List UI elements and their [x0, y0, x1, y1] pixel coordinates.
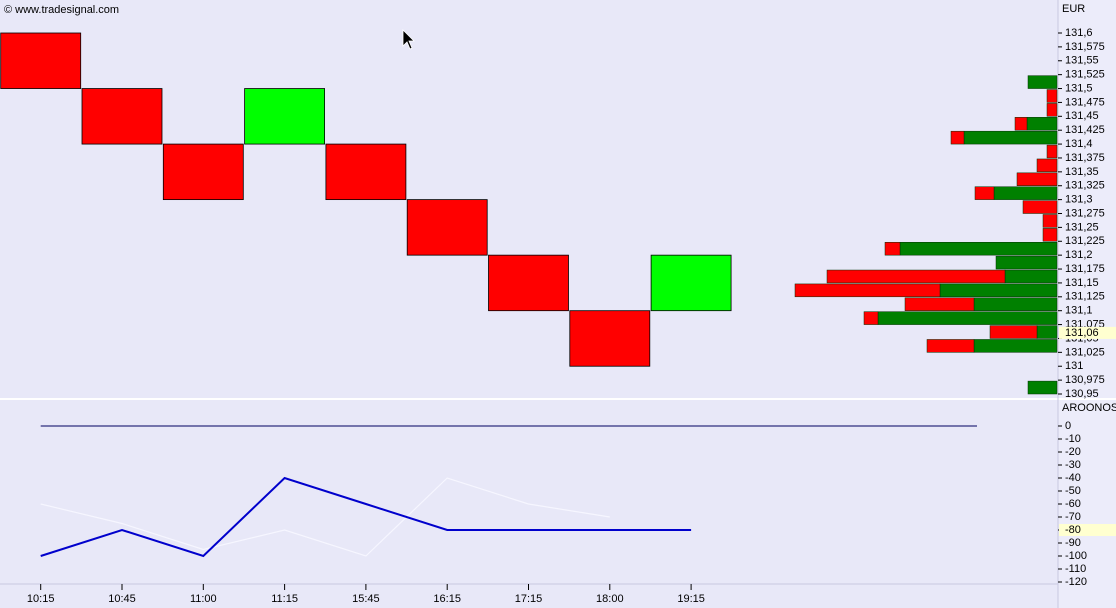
volume-bar	[1042, 214, 1058, 228]
volume-bar	[1046, 103, 1058, 117]
y-tick-label: 0	[1065, 420, 1071, 432]
y-tick-label: 131,35	[1065, 166, 1099, 178]
y-tick-label: 131,575	[1065, 41, 1105, 53]
y-tick-label: 131,275	[1065, 207, 1105, 219]
y-tick-label: -30	[1065, 459, 1081, 471]
y-tick-label: 131,25	[1065, 221, 1099, 233]
volume-bar	[926, 339, 975, 353]
volume-bar	[950, 130, 965, 145]
volume-bar	[1022, 200, 1058, 214]
volume-bar	[1046, 144, 1058, 159]
volume-bar	[993, 186, 1058, 200]
volume-bar	[1046, 89, 1058, 103]
axis-unit: EUR	[1062, 3, 1085, 15]
panel-label: AROONOS	[1062, 402, 1116, 414]
renko-box	[81, 88, 163, 145]
volume-bar	[963, 130, 1058, 145]
renko-box	[325, 143, 407, 201]
y-tick-label: -50	[1065, 485, 1081, 497]
volume-bar	[974, 186, 995, 200]
y-tick-label: -90	[1065, 537, 1081, 549]
volume-bar	[877, 311, 1058, 325]
volume-bar	[939, 283, 1058, 298]
x-tick-label: 17:15	[515, 593, 543, 605]
x-tick-label: 10:15	[27, 593, 55, 605]
y-tick-label: 131,55	[1065, 55, 1099, 67]
volume-bar	[1027, 75, 1058, 89]
axis-background	[1058, 0, 1116, 608]
last-value-label: -80	[1065, 524, 1081, 536]
y-tick-label: 130,975	[1065, 374, 1105, 386]
volume-bar	[995, 255, 1058, 270]
renko-box	[650, 254, 732, 312]
y-tick-label: 131,2	[1065, 249, 1093, 261]
volume-bar	[989, 325, 1038, 339]
renko-box	[0, 32, 82, 89]
y-tick-label: 131,025	[1065, 346, 1105, 358]
y-tick-label: 131,6	[1065, 27, 1093, 39]
y-tick-label: 131,3	[1065, 194, 1093, 206]
x-tick-label: 18:00	[596, 593, 624, 605]
volume-bar	[884, 242, 901, 256]
y-tick-label: 131,375	[1065, 152, 1105, 164]
volume-bar	[973, 339, 1058, 353]
last-value-marker	[1059, 326, 1116, 339]
volume-bar	[1036, 325, 1058, 339]
x-tick-label: 15:45	[352, 593, 380, 605]
volume-bar	[1004, 269, 1058, 284]
y-tick-label: -10	[1065, 433, 1081, 445]
y-tick-label: 131,4	[1065, 138, 1093, 150]
y-tick-label: -60	[1065, 498, 1081, 510]
y-tick-label: 131,5	[1065, 82, 1093, 94]
volume-bar	[1036, 158, 1058, 173]
volume-bar	[1026, 117, 1058, 131]
y-tick-label: 131,475	[1065, 96, 1105, 108]
y-tick-label: -70	[1065, 511, 1081, 523]
volume-bar	[826, 269, 1006, 284]
renko-box	[244, 88, 326, 145]
y-tick-label: 131,525	[1065, 69, 1105, 81]
y-tick-label: -120	[1065, 576, 1087, 588]
y-tick-label: -20	[1065, 446, 1081, 458]
last-value-marker	[1059, 524, 1116, 536]
renko-box	[162, 143, 244, 201]
volume-bar	[794, 283, 941, 298]
x-tick-label: 16:15	[433, 593, 461, 605]
volume-bar	[904, 297, 975, 311]
volume-bar	[863, 311, 879, 325]
y-tick-label: -40	[1065, 472, 1081, 484]
y-tick-label: -100	[1065, 550, 1087, 562]
x-tick-label: 11:15	[271, 593, 298, 605]
y-tick-label: 131,1	[1065, 305, 1093, 317]
volume-bar	[973, 297, 1058, 311]
volume-bar	[1042, 228, 1058, 242]
last-value-label: 131,06	[1065, 327, 1099, 339]
y-tick-label: -110	[1065, 563, 1086, 575]
x-tick-label: 11:00	[190, 593, 217, 605]
y-tick-label: 131,325	[1065, 180, 1105, 192]
y-tick-label: 131,15	[1065, 277, 1099, 289]
y-tick-label: 131,45	[1065, 110, 1099, 122]
volume-bar	[899, 242, 1058, 256]
aroon-line	[40, 477, 610, 557]
renko-box	[406, 199, 488, 256]
y-tick-label: 130,95	[1065, 388, 1099, 400]
y-tick-label: 131,425	[1065, 124, 1105, 136]
y-tick-label: 131	[1065, 360, 1083, 372]
volume-bar	[1014, 117, 1028, 131]
aroon-line	[40, 476, 692, 558]
y-tick-label: 131,125	[1065, 291, 1105, 303]
volume-bar	[1016, 172, 1058, 186]
x-tick-label: 10:45	[108, 593, 136, 605]
y-tick-label: 131,225	[1065, 235, 1105, 247]
y-tick-label: 131,175	[1065, 263, 1105, 275]
renko-box	[569, 310, 651, 367]
x-tick-label: 19:15	[677, 593, 705, 605]
mouse-cursor	[402, 29, 415, 50]
renko-box	[488, 254, 569, 312]
watermark: © www.tradesignal.com	[4, 4, 119, 16]
volume-bar	[1027, 380, 1058, 395]
